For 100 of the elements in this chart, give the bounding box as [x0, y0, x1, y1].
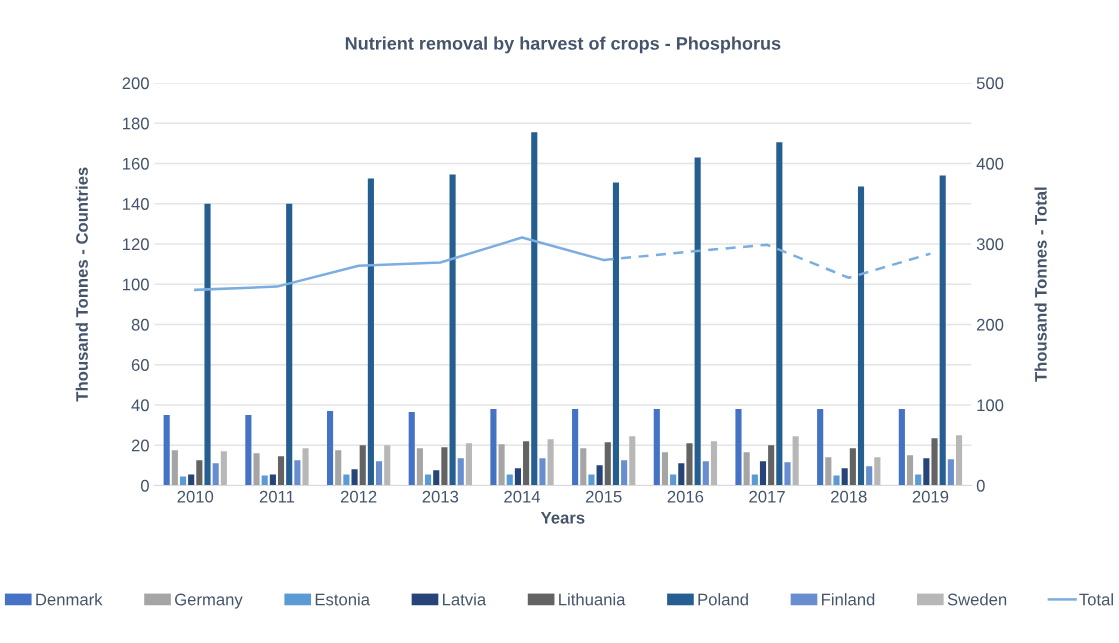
y2-tick-label: 400: [976, 157, 1004, 170]
bar: [204, 203, 211, 486]
bar: [621, 460, 628, 486]
bar: [359, 445, 366, 486]
bar: [416, 448, 423, 486]
bar: [196, 460, 203, 486]
x-tick-label: 2017: [749, 490, 785, 503]
bar: [425, 474, 432, 486]
y-axis-title: Thousand Tonnes - Countries: [75, 167, 88, 402]
bar: [825, 457, 832, 486]
bar: [776, 142, 783, 486]
bar: [915, 474, 922, 486]
bar: [670, 474, 677, 486]
x-tick-label: 2014: [504, 490, 541, 503]
bar: [179, 476, 187, 486]
bar: [531, 132, 538, 486]
y2-tick-label: 100: [977, 399, 1004, 412]
bar: [547, 439, 554, 486]
bar: [833, 475, 840, 486]
x-tick-label: 2019: [912, 490, 949, 503]
bar: [441, 447, 448, 486]
bar: [923, 458, 930, 486]
legend-label: Denmark: [36, 593, 103, 606]
bar: [171, 450, 178, 486]
bar: [784, 462, 791, 486]
bar: [245, 415, 252, 486]
bar: [163, 415, 170, 486]
bar: [294, 460, 301, 486]
x-tick-label: 2012: [340, 490, 377, 503]
bar: [384, 445, 391, 486]
legend-label: Lithuania: [559, 593, 626, 606]
bar: [849, 448, 856, 486]
bar: [465, 443, 472, 486]
x-tick-label: 2018: [831, 490, 867, 503]
bar: [743, 452, 750, 486]
bar: [841, 468, 848, 486]
bar: [817, 408, 824, 486]
x-tick-label: 2011: [259, 490, 295, 503]
legend-label: Finland: [822, 593, 875, 606]
bar: [506, 474, 513, 486]
bar: [261, 475, 268, 486]
bar: [523, 441, 530, 486]
bar: [220, 451, 227, 486]
y-tick-label: 0: [140, 479, 149, 492]
bar: [678, 463, 685, 486]
y2-tick-label: 200: [976, 318, 1004, 331]
bar: [955, 435, 963, 486]
y2-tick-label: 0: [976, 479, 985, 492]
y2-axis-title: Thousand Tonnes - Total: [1034, 187, 1047, 382]
bar: [326, 411, 334, 486]
bar: [906, 455, 914, 486]
bar: [449, 174, 456, 486]
y2-tick-label: 500: [976, 77, 1004, 90]
bar: [367, 178, 374, 486]
bar: [686, 443, 693, 486]
bar: [898, 408, 905, 486]
bar: [939, 175, 946, 486]
y-tick-label: 20: [131, 439, 149, 452]
chart-title: Nutrient removal by harvest of crops - Phosphorus: [345, 36, 781, 54]
bar: [596, 465, 603, 486]
y-tick-label: 40: [131, 399, 149, 412]
bar: [931, 438, 938, 486]
legend-label: Germany: [175, 593, 243, 609]
x-tick-label: 2016: [667, 490, 704, 503]
bar: [629, 436, 636, 486]
bar: [572, 408, 579, 486]
x-tick-label: 2010: [177, 490, 214, 503]
bar: [947, 459, 954, 486]
x-axis-title: Years: [540, 512, 585, 524]
legend-label: Estonia: [315, 593, 370, 606]
bar: [376, 461, 383, 486]
y2-tick-label: 300: [976, 238, 1004, 251]
bar: [874, 457, 881, 486]
bar: [768, 445, 775, 486]
y-tick-label: 80: [131, 318, 149, 331]
y-tick-label: 100: [123, 278, 149, 291]
bar: [514, 468, 521, 486]
bar: [457, 458, 464, 486]
bar: [212, 463, 219, 486]
bar: [759, 461, 767, 486]
bar: [498, 444, 505, 486]
bar: [433, 470, 440, 486]
legend-label: Latvia: [443, 593, 487, 606]
y-tick-label: 60: [131, 359, 149, 371]
bar: [710, 441, 718, 486]
y-tick-label: 180: [123, 117, 149, 130]
bar: [286, 203, 293, 486]
bar: [751, 474, 758, 486]
bar: [792, 436, 799, 486]
x-tick-label: 2013: [422, 490, 459, 503]
bar: [866, 466, 873, 486]
y-tick-label: 200: [122, 77, 149, 90]
bar: [580, 448, 587, 486]
bar: [490, 408, 497, 486]
bar: [612, 182, 620, 486]
y-tick-label: 120: [123, 238, 149, 251]
bar: [335, 450, 342, 486]
bar: [253, 453, 260, 486]
bar: [539, 458, 546, 486]
bar: [188, 474, 195, 486]
